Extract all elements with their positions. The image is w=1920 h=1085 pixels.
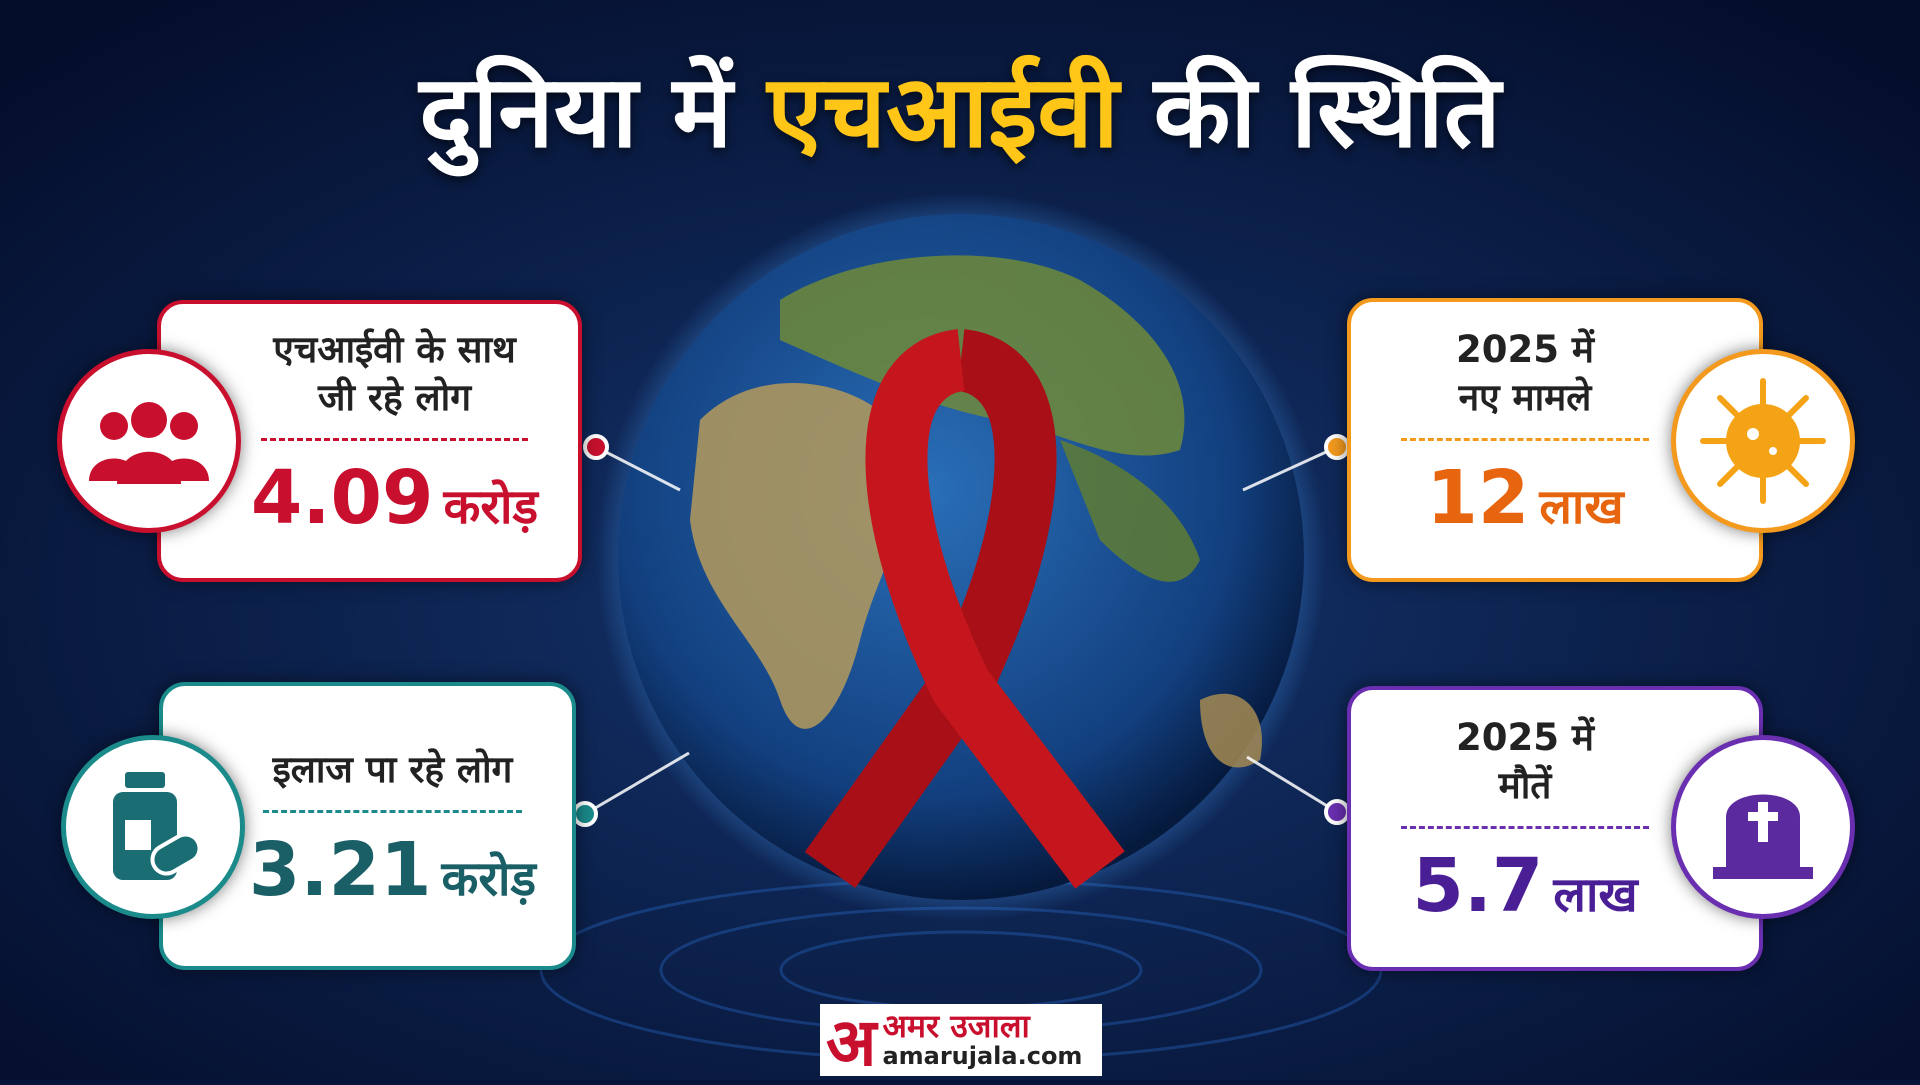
label-line: मौतें <box>1498 764 1552 808</box>
connector-dot <box>1324 434 1350 460</box>
icon-graphic <box>1713 794 1813 879</box>
value-unit: करोड़ <box>441 851 537 908</box>
title-text: की स्थिति <box>1153 53 1501 170</box>
card-value: 5.7 लाख <box>1371 843 1679 929</box>
value-unit: करोड़ <box>443 479 539 536</box>
label-line: इलाज पा रहे लोग <box>272 748 513 791</box>
title: दुनिया में एचआईवी की स्थिति <box>0 40 1920 176</box>
connectors <box>584 445 1338 816</box>
connector-dot <box>1324 799 1350 825</box>
icon-graphic <box>113 772 202 880</box>
card-label: इलाज पा रहे लोग <box>233 746 552 794</box>
value-number: 4.09 <box>250 455 434 542</box>
card-value: 12 लाख <box>1371 455 1679 541</box>
value-unit: लाख <box>1539 479 1624 536</box>
divider <box>1401 826 1649 830</box>
value-number: 12 <box>1426 455 1530 542</box>
card-label: 2025 में मौतें <box>1371 714 1679 810</box>
connector-dot <box>572 801 598 827</box>
connector-dot <box>583 434 609 460</box>
logo-name: अमर उजाला <box>882 1007 1030 1045</box>
divider <box>263 810 522 814</box>
logo-text: अमर उजाला amarujala.com <box>882 1010 1082 1070</box>
logo: अ अमर उजाला amarujala.com <box>820 1004 1102 1081</box>
grave-icon <box>1671 735 1855 919</box>
value-unit: लाख <box>1553 867 1638 924</box>
icon-graphic <box>89 402 209 484</box>
card-value: 3.21 करोड़ <box>233 827 552 913</box>
label-line: 2025 में <box>1456 328 1594 371</box>
card-label: 2025 में नए मामले <box>1371 326 1679 422</box>
divider <box>1401 438 1649 442</box>
title-highlight: एचआईवी <box>767 53 1119 170</box>
logo-site: amarujala.com <box>882 1042 1083 1070</box>
label-line: एचआईवी के साथ <box>273 328 516 371</box>
title-text: दुनिया में <box>419 53 733 170</box>
card-value: 4.09 करोड़ <box>231 455 558 541</box>
label-line: जी रहे लोग <box>317 376 472 420</box>
people-icon <box>57 349 241 533</box>
label-line: 2025 में <box>1456 716 1594 759</box>
value-number: 3.21 <box>248 827 432 914</box>
card-label: एचआईवी के साथ जी रहे लोग <box>231 326 558 422</box>
logo-mark: अ <box>826 1004 877 1081</box>
icon-graphic <box>1700 378 1826 504</box>
divider <box>261 438 528 442</box>
red-ribbon <box>804 329 1125 889</box>
medicine-icon <box>61 735 245 919</box>
virus-icon <box>1671 349 1855 533</box>
value-number: 5.7 <box>1412 843 1544 930</box>
label-line: नए मामले <box>1458 376 1592 420</box>
stat-card: 2025 में नए मामले 12 लाख <box>1347 298 1763 582</box>
